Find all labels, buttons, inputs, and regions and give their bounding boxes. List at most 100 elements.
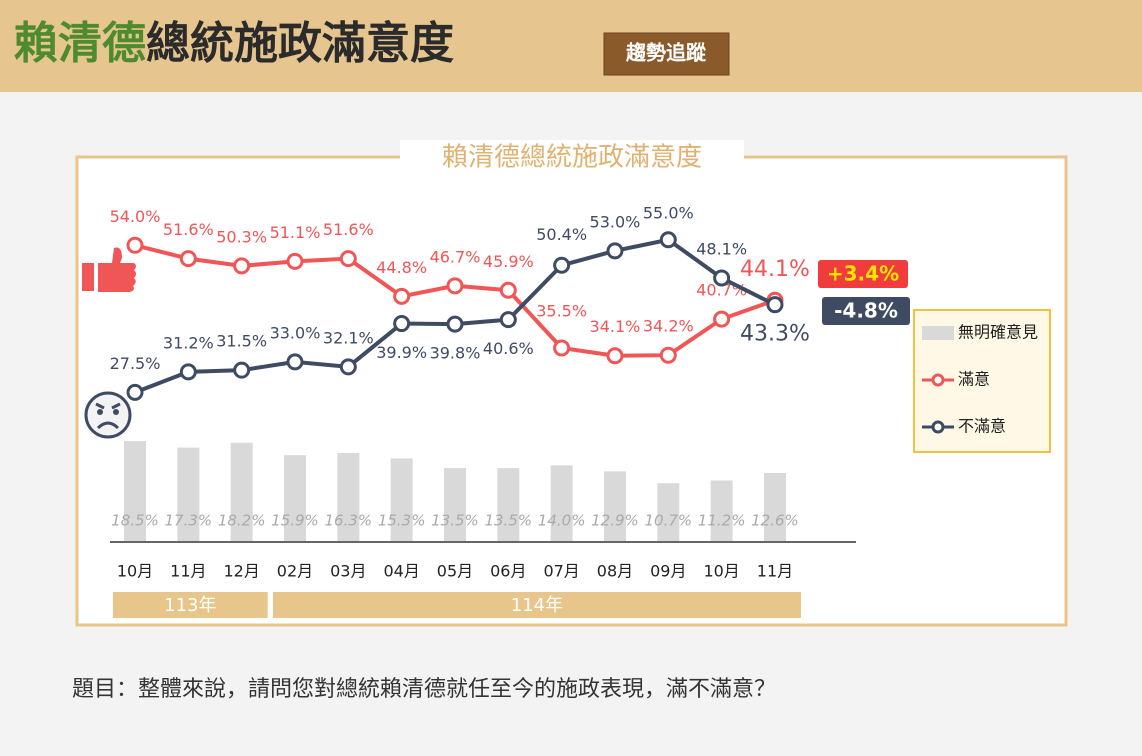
legend-swatch (922, 326, 954, 340)
chart-title: 賴清德總統施政滿意度 (442, 143, 702, 173)
value-label: 33.0% (270, 323, 321, 342)
x-tick-label: 10月 (117, 562, 153, 581)
bar (177, 447, 200, 541)
value-label: 31.2% (163, 333, 214, 352)
value-label: 46.7% (430, 247, 481, 266)
x-tick-label: 04月 (383, 562, 419, 581)
point (713, 310, 731, 328)
point (393, 315, 411, 333)
bar-value-label: 16.3% (324, 512, 372, 530)
bar (443, 468, 466, 541)
point (606, 347, 624, 365)
change-badge (818, 260, 908, 288)
bar-value-label: 15.9% (271, 512, 319, 530)
legend-marker (931, 373, 945, 387)
value-label: 50.3% (216, 227, 267, 246)
value-label: 51.1% (270, 223, 321, 242)
bar (710, 480, 733, 541)
x-tick-label: 02月 (277, 562, 313, 581)
change-text: -4.8% (834, 299, 898, 323)
point (339, 358, 357, 376)
point (126, 236, 144, 254)
bar-value-label: 12.9% (591, 512, 639, 530)
point (446, 277, 464, 295)
bar-value-label: 18.2% (218, 512, 266, 530)
bar (124, 441, 146, 541)
value-label: 43.3% (740, 322, 810, 347)
point (606, 242, 624, 260)
bar (230, 442, 253, 541)
value-label: 44.8% (376, 258, 427, 277)
value-label: 45.9% (483, 252, 534, 271)
x-tick-label: 06月 (490, 562, 526, 581)
point (553, 256, 571, 274)
bar-value-label: 17.3% (165, 512, 213, 530)
value-label: 31.5% (216, 332, 267, 351)
badge (603, 32, 730, 76)
year-group-label: 113年 (164, 595, 216, 616)
thumbs-up-icon (82, 247, 136, 292)
bar (763, 472, 786, 541)
value-label: 39.9% (376, 343, 427, 362)
value-label: 51.6% (163, 220, 214, 239)
title-rest: 總統施政滿意度 (146, 18, 454, 69)
x-tick-label: 05月 (437, 562, 473, 581)
x-tick-label: 07月 (543, 562, 579, 581)
header-title: 賴清德總統施政滿意度 (14, 18, 454, 69)
point (286, 252, 304, 270)
bar (390, 458, 413, 541)
legend-label: 無明確意見 (958, 323, 1038, 342)
point (286, 353, 304, 371)
bar (497, 468, 520, 541)
value-label: 53.0% (590, 212, 641, 231)
bar-value-label: 10.7% (644, 512, 692, 530)
bar-value-label: 14.0% (538, 512, 586, 530)
change-badge (822, 297, 910, 325)
point (659, 231, 677, 249)
point (179, 363, 197, 381)
bar-value-label: 18.5% (111, 512, 159, 530)
change-text: +3.4% (827, 262, 899, 286)
x-tick-label: 11月 (170, 562, 206, 581)
value-label: 27.5% (110, 354, 161, 373)
value-label: 50.4% (536, 225, 587, 244)
value-label: 34.1% (590, 317, 641, 336)
point (233, 257, 251, 275)
value-label: 54.0% (110, 207, 161, 226)
point (179, 250, 197, 268)
point (233, 361, 251, 379)
question: 題目：整體來說，請問您對總統賴清德就任至今的施政表現，滿不滿意？ (72, 677, 776, 702)
point (393, 287, 411, 305)
value-label: 32.1% (323, 328, 374, 347)
bar (657, 483, 680, 541)
bar (603, 471, 626, 541)
point (339, 250, 357, 268)
point (499, 311, 517, 329)
point (766, 296, 784, 314)
legend-label: 不滿意 (958, 417, 1006, 436)
value-label: 55.0% (643, 203, 694, 222)
year-group-bar (113, 592, 268, 618)
point (126, 383, 144, 401)
value-label: 35.5% (536, 301, 587, 320)
legend-label: 滿意 (958, 370, 990, 389)
x-tick-label: 10月 (703, 562, 739, 581)
bar-value-label: 11.2% (698, 512, 746, 530)
bar (550, 465, 573, 541)
bar-value-label: 12.6% (751, 512, 799, 530)
value-label: 48.1% (696, 240, 747, 259)
value-label: 40.6% (483, 339, 534, 358)
point (553, 339, 571, 357)
bar (337, 452, 360, 541)
year-group-bar (272, 592, 801, 618)
x-tick-label: 09月 (650, 562, 686, 581)
badge-text: 趨勢追蹤 (625, 41, 707, 65)
legend-marker (931, 420, 945, 434)
header-bar (0, 0, 1142, 92)
value-label: 39.8% (430, 344, 481, 363)
value-label: 51.6% (323, 220, 374, 239)
bar-value-label: 15.3% (378, 512, 426, 530)
bar-value-label: 13.5% (484, 512, 532, 530)
